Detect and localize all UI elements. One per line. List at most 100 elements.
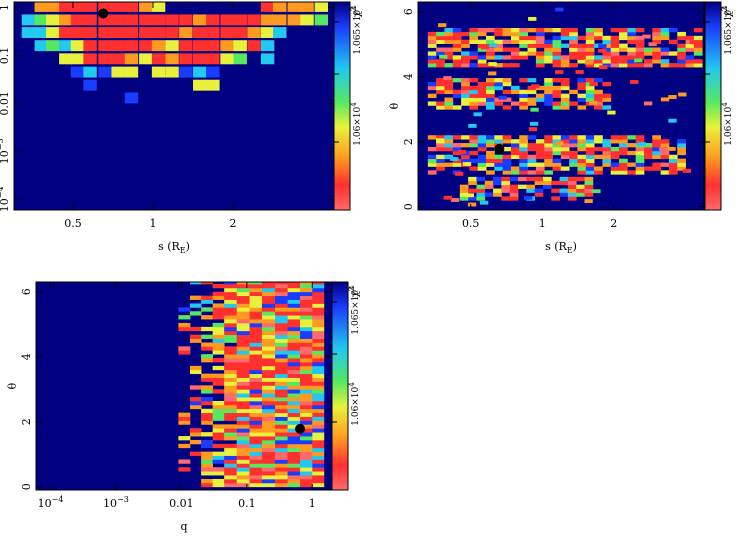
heatmap-cell — [635, 28, 645, 33]
heatmap-cell — [544, 101, 553, 106]
heatmap-cell — [599, 65, 608, 70]
heatmap-cell — [312, 315, 325, 320]
heatmap-cell — [312, 354, 325, 359]
heatmap-cell — [206, 40, 220, 52]
heatmap-cell — [444, 31, 454, 37]
heatmap-cell — [275, 311, 289, 316]
heatmap-cell — [427, 31, 437, 37]
heatmap-cell — [46, 40, 60, 52]
heatmap-cell — [569, 55, 578, 60]
heatmap-cell — [519, 78, 528, 83]
heatmap-cell — [677, 143, 686, 148]
heatmap-cell — [502, 31, 512, 37]
heatmap-cell — [594, 89, 603, 95]
colorbar-tick-label: 1.065×104 — [721, 5, 734, 55]
heatmap-cell — [312, 295, 325, 300]
heatmap-cell — [486, 143, 495, 148]
heatmap-cell — [287, 393, 301, 398]
heatmap-cell — [287, 439, 301, 445]
heatmap-cell — [555, 7, 564, 12]
heatmap-cell — [693, 39, 703, 44]
heatmap-cell — [236, 475, 250, 480]
heatmap-cell — [275, 361, 289, 367]
heatmap-cell — [444, 154, 454, 160]
heatmap-cell — [584, 192, 594, 197]
heatmap-cell — [427, 154, 437, 160]
heatmap-cell — [486, 28, 495, 33]
heatmap-cell — [677, 150, 686, 156]
heatmap-cell — [275, 385, 289, 390]
y-tick-label: 2 — [20, 418, 33, 425]
heatmap-cell — [652, 47, 661, 52]
heatmap-cell — [685, 55, 695, 60]
heatmap-cell — [236, 439, 250, 445]
heatmap-cell — [452, 39, 462, 44]
heatmap-cell — [151, 66, 166, 78]
heatmap-cell — [70, 27, 85, 39]
heatmap-cell — [486, 93, 495, 98]
heatmap-cell — [287, 338, 301, 343]
heatmap-cell — [249, 369, 263, 375]
heatmap-cell — [602, 51, 612, 56]
heatmap-cell — [619, 143, 628, 148]
heatmap-cell — [576, 176, 585, 182]
heatmap-cell — [479, 200, 489, 205]
heatmap-cell — [287, 389, 301, 394]
heatmap-cell — [486, 55, 495, 60]
heatmap-cell — [70, 53, 85, 65]
heatmap-cell — [652, 154, 661, 160]
heatmap-cell — [275, 451, 289, 456]
heatmap-cell — [275, 319, 289, 324]
heatmap-cell — [452, 28, 462, 33]
heatmap-cell — [83, 2, 97, 12]
heatmap-cell — [287, 291, 301, 297]
heatmap-cell — [668, 158, 678, 163]
heatmap-cell — [551, 188, 560, 193]
heatmap-cell — [652, 55, 661, 60]
heatmap-cell — [637, 142, 646, 147]
heatmap-cell — [59, 40, 73, 52]
heatmap-cell — [261, 428, 276, 433]
heatmap-cell — [493, 176, 502, 182]
heatmap-cell — [677, 166, 686, 171]
heatmap-cell — [212, 350, 225, 355]
heatmap-cell — [206, 27, 220, 39]
heatmap-cell — [287, 404, 301, 410]
heatmap-cell — [567, 180, 577, 186]
heatmap-cell — [560, 28, 570, 33]
heatmap-cell — [610, 47, 620, 52]
heatmap-cell — [667, 146, 676, 151]
heatmap-cell — [275, 408, 289, 414]
heatmap-cell — [486, 158, 495, 163]
heatmap-cell — [224, 385, 238, 390]
heatmap-cell — [461, 81, 470, 87]
heatmap-cell — [544, 89, 553, 95]
heatmap-cell — [436, 89, 445, 95]
heatmap-cell — [236, 330, 250, 336]
heatmap-cell — [300, 482, 313, 488]
heatmap-cell — [189, 439, 202, 445]
heatmap-cell — [151, 14, 166, 26]
heatmap-cell — [249, 408, 263, 414]
heatmap-cell — [585, 139, 595, 144]
heatmap-cell — [287, 420, 301, 425]
heatmap-cell — [300, 381, 313, 386]
y-tick-label: 10−3 — [0, 138, 11, 164]
x-tick-label: 0.01 — [169, 497, 194, 510]
heatmap-cells — [427, 7, 703, 207]
heatmap-cell — [461, 51, 470, 56]
heatmap-cell — [652, 166, 661, 171]
heatmap-cell — [249, 471, 263, 476]
heatmap-cell — [477, 85, 487, 91]
heatmap-cell — [201, 432, 214, 437]
heatmap-cell — [577, 143, 587, 148]
heatmap-cell — [249, 420, 263, 425]
heatmap-cell — [178, 416, 191, 421]
heatmap-cell — [510, 31, 520, 37]
heatmap-cell — [189, 326, 202, 332]
heatmap-cell — [261, 369, 276, 375]
heatmap-cell — [224, 295, 238, 300]
heatmap-cell — [312, 478, 325, 484]
heatmap-cell — [312, 408, 325, 414]
heatmap-cell — [519, 146, 528, 152]
